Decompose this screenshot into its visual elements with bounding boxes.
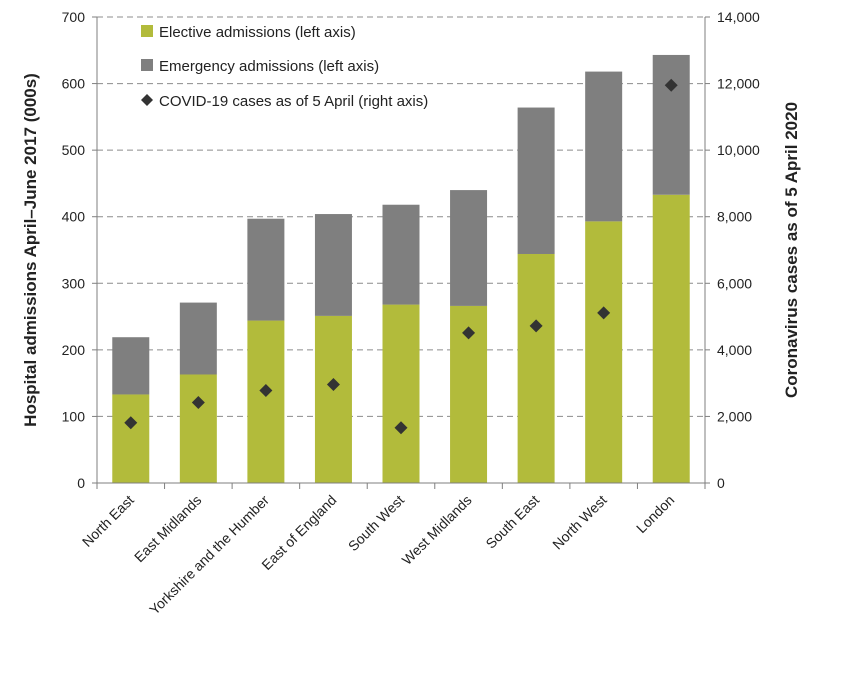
y2-tick-label: 12,000 — [717, 76, 760, 92]
category-label: North East — [79, 492, 137, 550]
category-label: Yorkshire and the Humber — [146, 492, 272, 618]
bar-elective-east-of-england — [314, 315, 352, 483]
y2-tick-label: 4,000 — [717, 342, 752, 358]
bar-emergency-north-east — [112, 337, 150, 395]
y2-tick-label: 2,000 — [717, 408, 752, 424]
bar-elective-south-east — [517, 253, 555, 483]
covid-marker-london — [664, 78, 678, 92]
category-label: East Midlands — [131, 492, 204, 565]
bars — [112, 54, 690, 484]
category-label: South East — [482, 492, 542, 552]
bar-emergency-east-midlands — [179, 302, 217, 375]
y2-tick-label: 10,000 — [717, 142, 760, 158]
bar-emergency-north-west — [585, 71, 623, 222]
legend-marker-covid — [141, 94, 153, 106]
y-tick-label: 300 — [62, 275, 86, 291]
y2-tick-label: 14,000 — [717, 9, 760, 25]
legend-swatch-elective — [141, 25, 153, 37]
covid-marker-south-west — [394, 421, 408, 435]
covid-marker-east-midlands — [191, 395, 205, 409]
covid-marker-north-west — [597, 306, 611, 320]
left-axis-ticks: 0 100 200 300 400 500 600 700 — [62, 9, 86, 491]
bar-elective-north-east — [112, 394, 150, 483]
y2-tick-label: 6,000 — [717, 275, 752, 291]
y-tick-label: 100 — [62, 408, 86, 424]
bar-emergency-yorkshire-and-the-humber — [247, 218, 285, 321]
legend-label-elective: Elective admissions (left axis) — [159, 24, 356, 41]
bar-emergency-london — [652, 54, 690, 195]
right-axis-title: Coronavirus cases as of 5 April 2020 — [782, 102, 801, 398]
bar-elective-east-midlands — [179, 374, 217, 483]
y-tick-label: 500 — [62, 142, 86, 158]
category-label: South West — [345, 492, 407, 554]
bar-elective-north-west — [585, 221, 623, 484]
legend-label-covid: COVID-19 cases as of 5 April (right axis… — [159, 93, 428, 110]
covid-marker-south-east — [529, 319, 543, 333]
bar-emergency-east-of-england — [314, 214, 352, 316]
bar-elective-yorkshire-and-the-humber — [247, 320, 285, 483]
y2-tick-label: 8,000 — [717, 209, 752, 225]
category-label: London — [633, 492, 677, 536]
category-label: West Midlands — [399, 492, 475, 568]
legend-label-emergency: Emergency admissions (left axis) — [159, 58, 379, 75]
legend-swatch-emergency — [141, 59, 153, 71]
y-tick-label: 0 — [77, 475, 85, 491]
covid-marker-west-midlands — [462, 326, 476, 340]
y-tick-label: 700 — [62, 9, 86, 25]
bar-emergency-south-west — [382, 204, 420, 305]
right-axis-ticks: 0 2,000 4,000 6,000 8,000 10,000 12,000 14,000 — [717, 9, 760, 491]
covid-markers — [124, 78, 678, 435]
covid-marker-east-of-england — [326, 377, 340, 391]
bar-emergency-south-east — [517, 107, 555, 254]
y-tick-label: 600 — [62, 76, 86, 92]
y2-tick-label: 0 — [717, 475, 725, 491]
bar-elective-london — [652, 194, 690, 483]
y-tick-label: 200 — [62, 342, 86, 358]
covid-marker-north-east — [124, 416, 138, 430]
bar-elective-south-west — [382, 304, 420, 483]
left-axis-title: Hospital admissions April–June 2017 (000… — [21, 73, 40, 427]
legend: Elective admissions (left axis) Emergenc… — [141, 24, 428, 110]
axes — [92, 16, 710, 489]
y-tick-label: 400 — [62, 209, 86, 225]
covid-marker-yorkshire-and-the-humber — [259, 383, 273, 397]
bar-emergency-west-midlands — [450, 190, 488, 306]
category-label: North West — [549, 492, 610, 553]
